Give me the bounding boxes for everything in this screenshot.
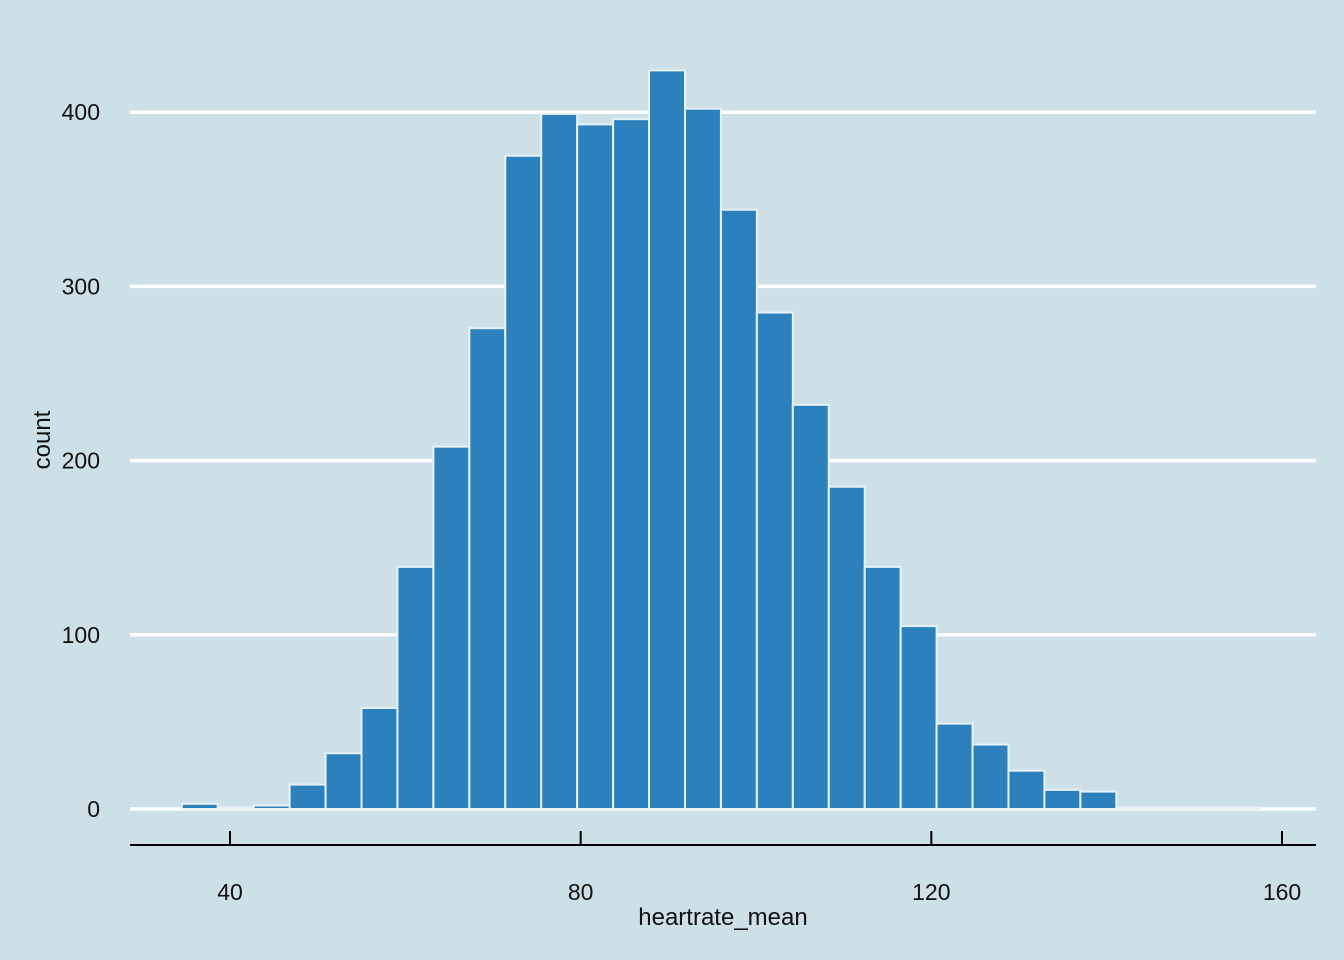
x-tick-label-40: 40 — [217, 879, 243, 905]
histogram-bar — [432, 445, 471, 810]
y-axis-ticks: 0 100 200 300 400 — [62, 99, 100, 822]
histogram-bar — [396, 565, 435, 810]
x-tick-label-80: 80 — [568, 879, 594, 905]
y-tick-label-0: 0 — [87, 796, 100, 822]
histogram-bar — [540, 112, 579, 810]
histogram-bar — [1079, 790, 1118, 811]
histogram-bar — [612, 118, 651, 810]
x-tick-label-160: 160 — [1263, 879, 1301, 905]
histogram-bar — [1223, 806, 1262, 810]
histogram-bar — [504, 154, 543, 810]
histogram-bar — [899, 625, 938, 811]
histogram-bar — [1115, 806, 1154, 810]
y-tick-label-300: 300 — [62, 273, 100, 299]
histogram-bar — [791, 403, 830, 810]
histogram-bar — [216, 806, 255, 810]
histogram-bar — [935, 722, 974, 811]
x-tick-label-120: 120 — [912, 879, 950, 905]
histogram-bar — [252, 804, 291, 810]
y-tick-label-200: 200 — [62, 448, 100, 474]
histogram-bar — [288, 783, 327, 810]
x-axis-title: heartrate_mean — [638, 904, 807, 931]
histogram-bar — [719, 208, 758, 810]
histogram-bar — [576, 123, 615, 811]
histogram-bar — [324, 752, 363, 810]
histogram-bar — [827, 485, 866, 810]
histogram-bar — [1187, 806, 1226, 810]
histogram-bar — [755, 311, 794, 810]
histogram-bar — [971, 743, 1010, 811]
histogram-bar — [648, 69, 686, 810]
histogram-bars — [180, 69, 1262, 811]
y-tick-label-400: 400 — [62, 99, 100, 125]
histogram-bar — [683, 107, 722, 810]
histogram-bar — [1151, 806, 1190, 810]
histogram-bar — [1007, 769, 1046, 811]
histogram-bar — [360, 706, 399, 810]
histogram-bar — [863, 565, 902, 810]
y-tick-label-100: 100 — [62, 622, 100, 648]
histogram-bar — [180, 802, 219, 810]
y-axis-title: count — [29, 410, 56, 469]
x-axis: 40 80 120 160 — [130, 831, 1316, 905]
histogram-bar — [468, 327, 507, 810]
histogram-bar — [1043, 788, 1082, 811]
